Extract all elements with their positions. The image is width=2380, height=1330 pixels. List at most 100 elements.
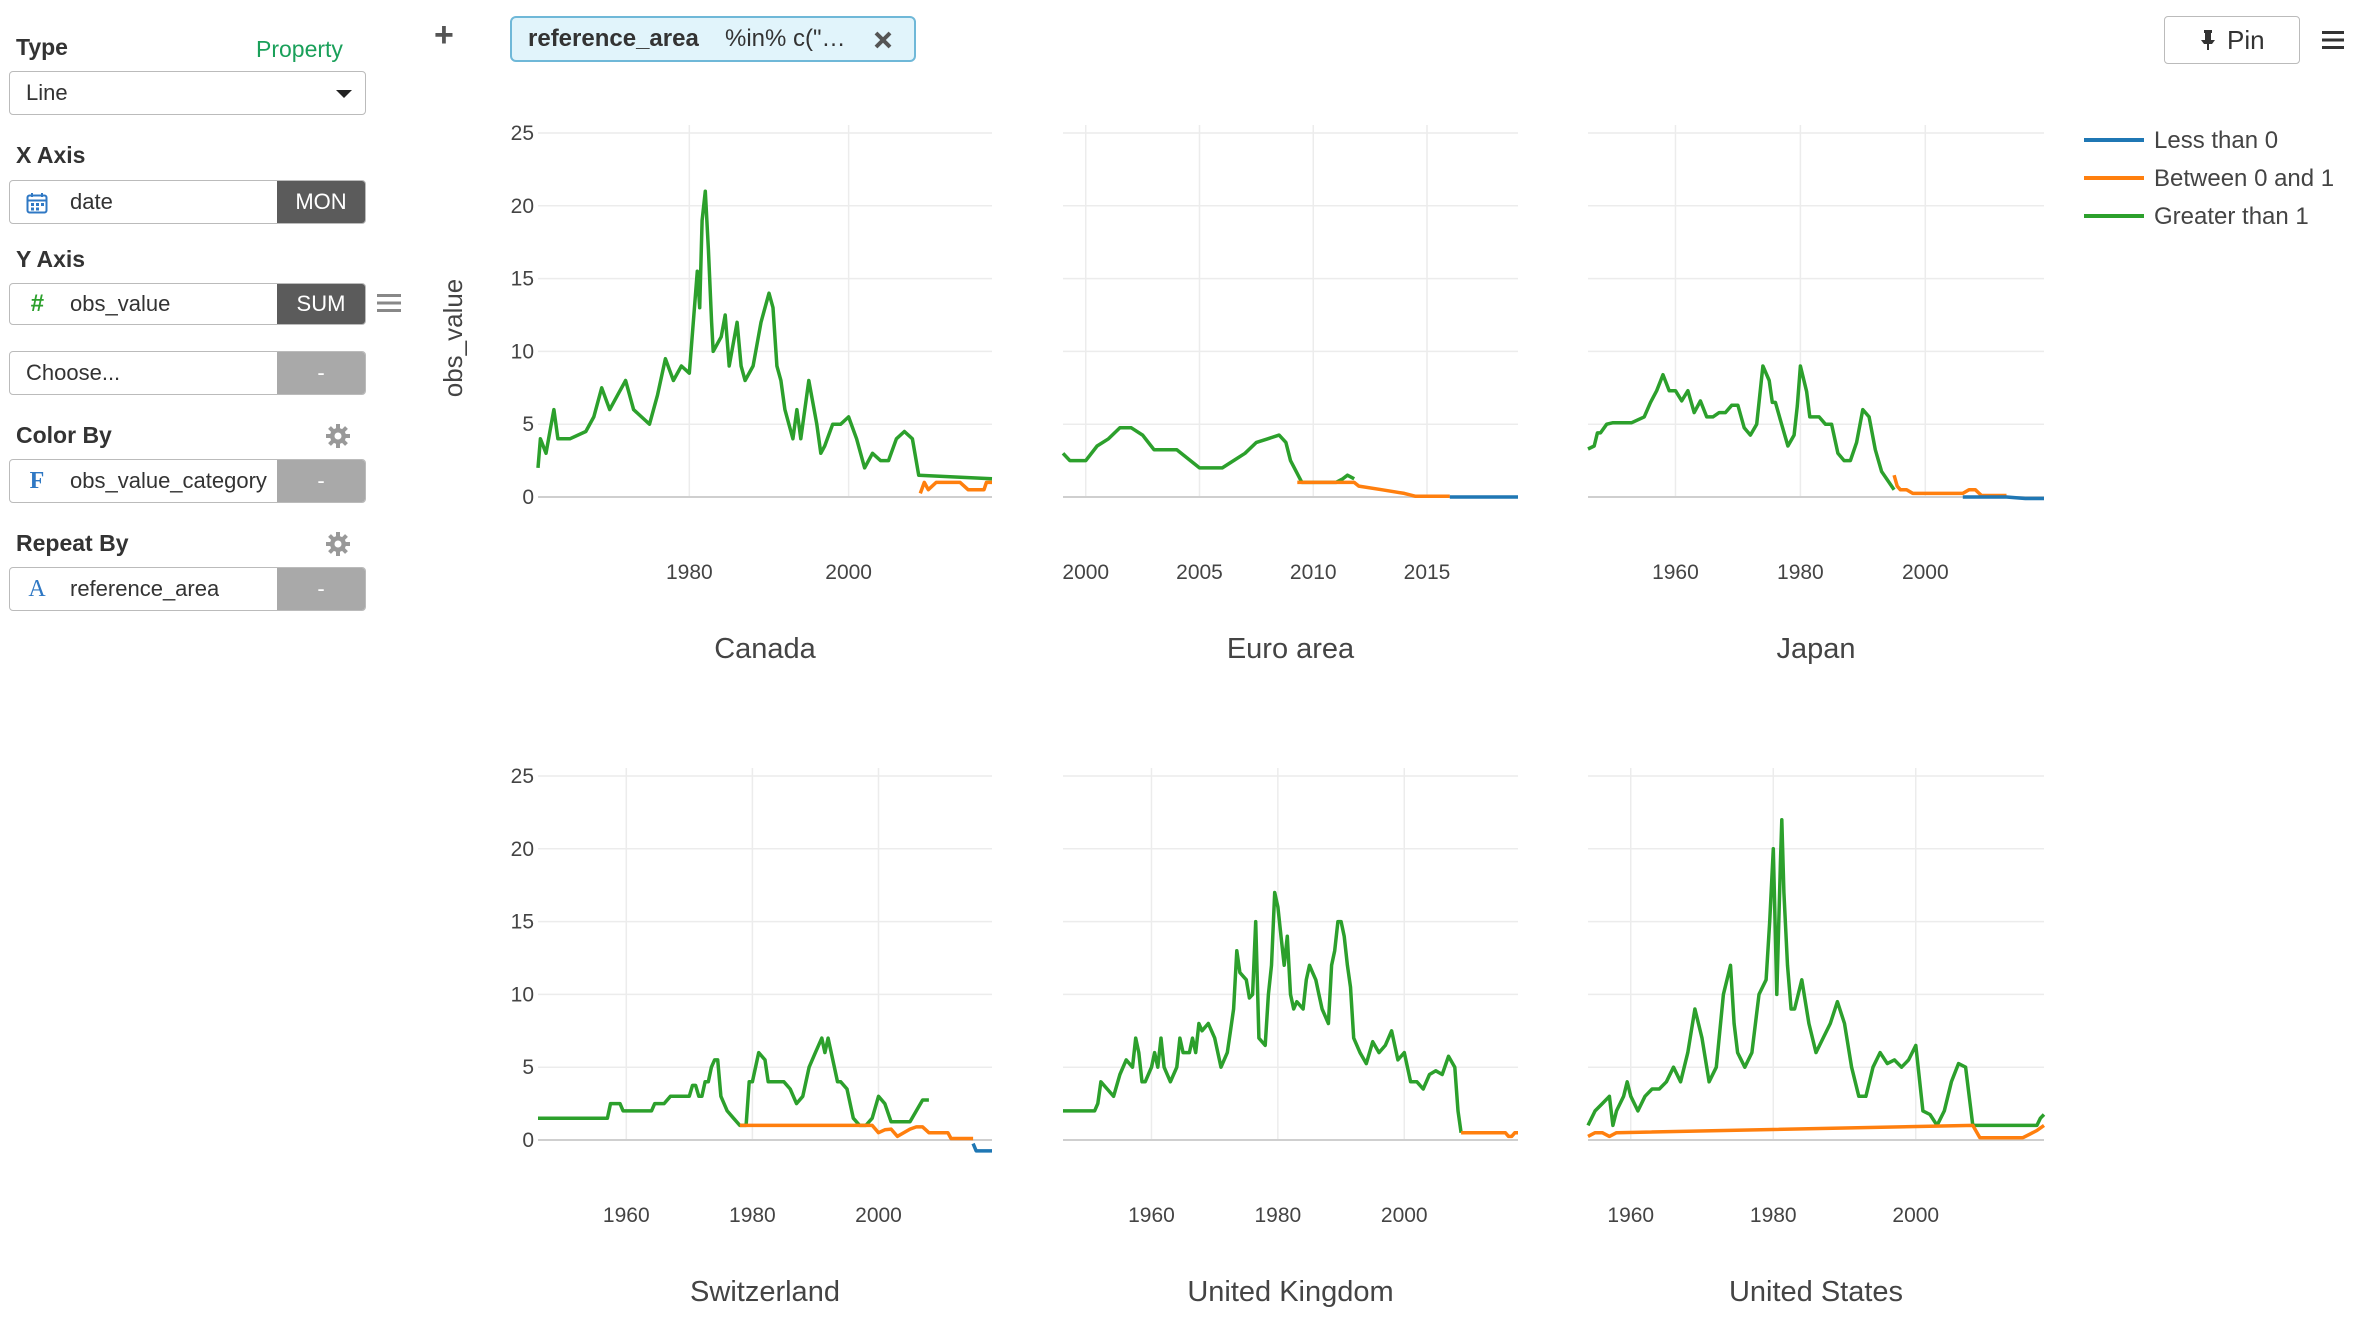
- legend-entry[interactable]: Less than 0: [2154, 127, 2278, 154]
- x-tick-label: 1980: [666, 561, 713, 584]
- series-line-between-0-and-1: [1587, 1123, 2046, 1140]
- color-by-field[interactable]: F obs_value_category -: [9, 459, 366, 503]
- x-tick-label: 1980: [1255, 1204, 1302, 1227]
- close-icon[interactable]: [874, 31, 892, 49]
- facet-title: Euro area: [1227, 633, 1355, 665]
- color-by-remove-button[interactable]: -: [277, 460, 365, 502]
- series-line-greater-than-1: [538, 1036, 929, 1128]
- series-line-between-0-and-1: [1892, 474, 2007, 498]
- x-tick-label: 2000: [1902, 561, 1949, 584]
- x-tick-label: 2015: [1404, 561, 1451, 584]
- facet-euro-area: 2000 2005 2010 2015 Euro area: [1061, 125, 1518, 665]
- series-line-greater-than-1: [1587, 364, 1896, 491]
- facet-united-kingdom: 1960 1980 2000 United Kingdom: [1063, 768, 1518, 1308]
- facet-title: Canada: [714, 633, 816, 665]
- x-tick-label: 1960: [1652, 561, 1699, 584]
- facet-canada: 0 5 10 15 20 25 1980 2000 Canada: [511, 122, 993, 665]
- facet-japan: 1960 1980 2000 Japan: [1587, 125, 2044, 665]
- add-filter-button[interactable]: +: [434, 16, 454, 54]
- x-tick-label: 2000: [855, 1204, 902, 1227]
- calendar-icon: [24, 181, 50, 223]
- x-tick-label: 1960: [1128, 1204, 1175, 1227]
- pin-label: Pin: [2227, 25, 2265, 55]
- repeat-by-remove-button[interactable]: -: [277, 568, 365, 610]
- y-axis-field[interactable]: # obs_value SUM: [9, 283, 366, 325]
- y-tick-label: 0: [522, 1129, 534, 1152]
- extra-y-remove-button[interactable]: -: [277, 352, 365, 394]
- x-axis-field-name: date: [70, 189, 113, 214]
- color-by-gear-icon[interactable]: [325, 423, 351, 449]
- y-axis-label: Y Axis: [16, 246, 86, 272]
- series-line-less-than-0: [1962, 495, 2044, 501]
- y-tick-label: 15: [511, 268, 534, 291]
- chart-type-value: Line: [26, 80, 68, 105]
- x-axis-field[interactable]: date MON: [9, 180, 366, 224]
- extra-y-field[interactable]: Choose... -: [9, 351, 366, 395]
- series-line-between-0-and-1: [1297, 480, 1450, 499]
- series-line-greater-than-1: [536, 189, 993, 481]
- series-line-between-0-and-1: [1461, 1130, 1518, 1139]
- y-tick-label: 25: [511, 122, 534, 145]
- x-axis-aggregation-button[interactable]: MON: [277, 181, 365, 223]
- series-line-greater-than-1: [1061, 426, 1356, 485]
- y-tick-label: 15: [511, 911, 534, 934]
- y-tick-label: 20: [511, 195, 534, 218]
- x-tick-label: 1980: [729, 1204, 776, 1227]
- series-line-less-than-0: [971, 1142, 992, 1153]
- facet-title: Japan: [1776, 633, 1855, 665]
- color-by-label: Color By: [16, 422, 112, 448]
- y-tick-label: 10: [511, 983, 534, 1006]
- y-tick-label: 25: [511, 765, 534, 788]
- repeat-by-field[interactable]: A reference_area -: [9, 567, 366, 611]
- menu-icon[interactable]: [2321, 29, 2345, 51]
- y-axis-title: obs_value: [438, 279, 468, 398]
- facet-title: United States: [1729, 1276, 1903, 1308]
- y-tick-label: 20: [511, 838, 534, 861]
- filter-chip[interactable]: reference_area %in% c("…: [510, 16, 916, 62]
- series-line-between-0-and-1: [739, 1123, 974, 1141]
- x-tick-label: 1980: [1777, 561, 1824, 584]
- filter-chip-expression: %in% c("…: [725, 25, 846, 52]
- character-a-icon: A: [28, 576, 46, 602]
- pin-button[interactable]: Pin: [2164, 16, 2300, 64]
- filter-chip-field: reference_area: [528, 25, 699, 52]
- extra-y-placeholder: Choose...: [26, 360, 121, 385]
- x-axis-label: X Axis: [16, 142, 86, 168]
- x-tick-label: 2000: [825, 561, 872, 584]
- color-by-field-name: obs_value_category: [70, 468, 267, 493]
- x-tick-label: 1960: [603, 1204, 650, 1227]
- chevron-down-icon: [336, 90, 352, 98]
- series-line-greater-than-1: [1586, 817, 2046, 1128]
- x-tick-label: 1980: [1750, 1204, 1797, 1227]
- y-tick-label: 5: [522, 1056, 534, 1079]
- series-line-between-0-and-1: [918, 480, 992, 494]
- facet-title: United Kingdom: [1187, 1276, 1393, 1308]
- x-tick-label: 2000: [1892, 1204, 1939, 1227]
- x-tick-label: 2000: [1381, 1204, 1428, 1227]
- x-tick-label: 2000: [1062, 561, 1109, 584]
- type-label: Type: [16, 34, 68, 60]
- repeat-by-label: Repeat By: [16, 530, 129, 556]
- y-tick-label: 5: [522, 413, 534, 436]
- x-tick-label: 2010: [1290, 561, 1337, 584]
- chart-type-select[interactable]: Line: [9, 71, 366, 115]
- y-tick-label: 10: [511, 340, 534, 363]
- pin-icon: [2201, 30, 2215, 50]
- repeat-by-gear-icon[interactable]: [325, 531, 351, 557]
- x-tick-label: 1960: [1607, 1204, 1654, 1227]
- repeat-by-field-name: reference_area: [70, 576, 220, 601]
- y-axis-field-name: obs_value: [70, 291, 171, 316]
- factor-f-icon: F: [29, 468, 45, 494]
- hamburger-menu-icon[interactable]: [376, 292, 402, 314]
- facet-title: Switzerland: [690, 1276, 840, 1308]
- legend-entry[interactable]: Between 0 and 1: [2154, 165, 2334, 192]
- x-tick-label: 2005: [1176, 561, 1223, 584]
- legend-entry[interactable]: Greater than 1: [2154, 203, 2309, 230]
- numeric-hash-icon: #: [30, 290, 44, 317]
- property-link[interactable]: Property: [256, 36, 343, 62]
- y-axis-aggregation-button[interactable]: SUM: [277, 284, 365, 324]
- y-tick-label: 0: [522, 486, 534, 509]
- facet-switzerland: 0 5 10 15 20 25 1960 1980 2000 Switzerland: [511, 765, 992, 1308]
- series-line-greater-than-1: [1063, 890, 1463, 1133]
